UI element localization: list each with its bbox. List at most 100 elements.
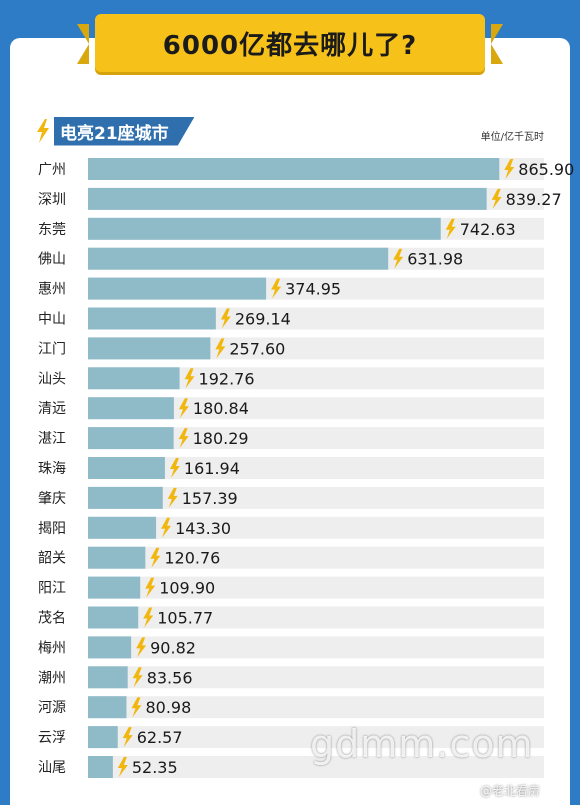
category-label: 揭阳 [38, 521, 66, 537]
bar-track [88, 516, 544, 539]
value-label: 839.27 [506, 190, 562, 209]
bar [88, 217, 441, 240]
bar-track [88, 486, 544, 509]
category-label: 深圳 [38, 192, 66, 208]
bar-track [88, 546, 544, 569]
value-label: 52.35 [132, 758, 178, 777]
category-label: 佛山 [38, 252, 66, 268]
lightning-icon [131, 697, 142, 718]
banner-ribbon-right [491, 24, 503, 64]
lightning-icon [150, 547, 161, 568]
lightning-icon [491, 188, 502, 209]
title-banner: 6000亿都去哪儿了? [77, 14, 503, 72]
category-label: 广州 [38, 162, 66, 178]
category-label: 茂名 [38, 610, 66, 627]
bar [88, 158, 500, 180]
lightning-icon [393, 248, 404, 269]
bar [88, 367, 180, 390]
value-label: 631.98 [407, 250, 463, 269]
category-label: 汕尾 [38, 760, 66, 776]
lightning-icon [143, 607, 154, 628]
bar [88, 576, 141, 599]
lightning-icon [169, 458, 180, 478]
watermark-text: gdmm.com [310, 722, 534, 766]
value-label: 143.30 [175, 519, 231, 538]
lightning-icon [178, 398, 189, 419]
lightning-icon [122, 727, 133, 748]
value-label: 192.76 [199, 369, 255, 388]
lightning-icon [136, 637, 147, 658]
bar [88, 516, 157, 539]
bar [88, 666, 128, 689]
value-label: 374.95 [285, 280, 341, 299]
bar-track [88, 756, 544, 778]
bar-track [88, 427, 544, 450]
category-label: 汕头 [38, 371, 66, 387]
category-label: 河源 [38, 700, 66, 716]
value-label: 105.77 [157, 609, 213, 628]
bar [88, 397, 174, 420]
bar [88, 726, 118, 749]
bar [88, 277, 267, 300]
chart-subtitle: 电亮21座城市 [54, 116, 195, 146]
category-label: 梅州 [38, 640, 66, 656]
category-label: 江门 [38, 341, 66, 357]
value-label: 257.60 [229, 339, 285, 358]
bar [88, 307, 216, 330]
bar [88, 486, 163, 509]
lightning-icon [445, 218, 456, 239]
bar [88, 457, 165, 479]
lightning-icon [37, 119, 49, 143]
subtitle-bar: 电亮21座城市 [36, 116, 195, 146]
bar [88, 546, 146, 569]
value-label: 62.57 [137, 728, 183, 747]
bar [88, 247, 389, 270]
category-label: 湛江 [38, 431, 66, 447]
bar-track [88, 666, 544, 689]
weibo-watermark: @老北看房 [480, 784, 541, 798]
lightning-icon [178, 428, 189, 449]
page-title: 6000亿都去哪儿了? [162, 30, 418, 61]
value-label: 80.98 [145, 698, 191, 717]
category-label: 潮州 [38, 670, 66, 686]
bar [88, 756, 113, 778]
bar [88, 606, 139, 629]
lightning-icon [504, 159, 515, 179]
bar-track [88, 367, 544, 390]
category-label: 阳江 [38, 581, 66, 597]
category-label: 韶关 [38, 551, 66, 567]
lightning-icon [117, 757, 128, 777]
bar [88, 636, 132, 659]
category-label: 珠海 [38, 461, 66, 477]
lightning-icon [271, 278, 282, 299]
bar [88, 427, 174, 450]
lightning-icon [215, 338, 226, 359]
banner-ribbon-left [77, 24, 89, 64]
category-label: 云浮 [38, 730, 66, 746]
bar-track [88, 606, 544, 629]
lightning-icon [132, 667, 143, 688]
lightning-icon [145, 577, 156, 598]
lightning-icon [167, 487, 178, 508]
value-label: 83.56 [147, 668, 193, 687]
category-label: 中山 [38, 312, 66, 328]
value-label: 157.39 [182, 489, 238, 508]
value-label: 120.76 [164, 549, 220, 568]
lightning-icon [184, 368, 195, 389]
value-label: 109.90 [159, 579, 215, 598]
value-label: 161.94 [184, 459, 240, 478]
value-label: 865.90 [518, 160, 574, 179]
value-label: 742.63 [460, 220, 516, 239]
bar [88, 337, 211, 360]
lightning-icon [220, 308, 231, 329]
bar-track [88, 397, 544, 420]
unit-label: 单位/亿千瓦时 [480, 132, 544, 143]
bar-track [88, 457, 544, 479]
category-label: 惠州 [38, 282, 66, 298]
bar [88, 187, 487, 210]
value-label: 269.14 [235, 310, 291, 329]
bar [88, 696, 127, 719]
bar-track [88, 576, 544, 599]
category-label: 东莞 [38, 222, 66, 238]
